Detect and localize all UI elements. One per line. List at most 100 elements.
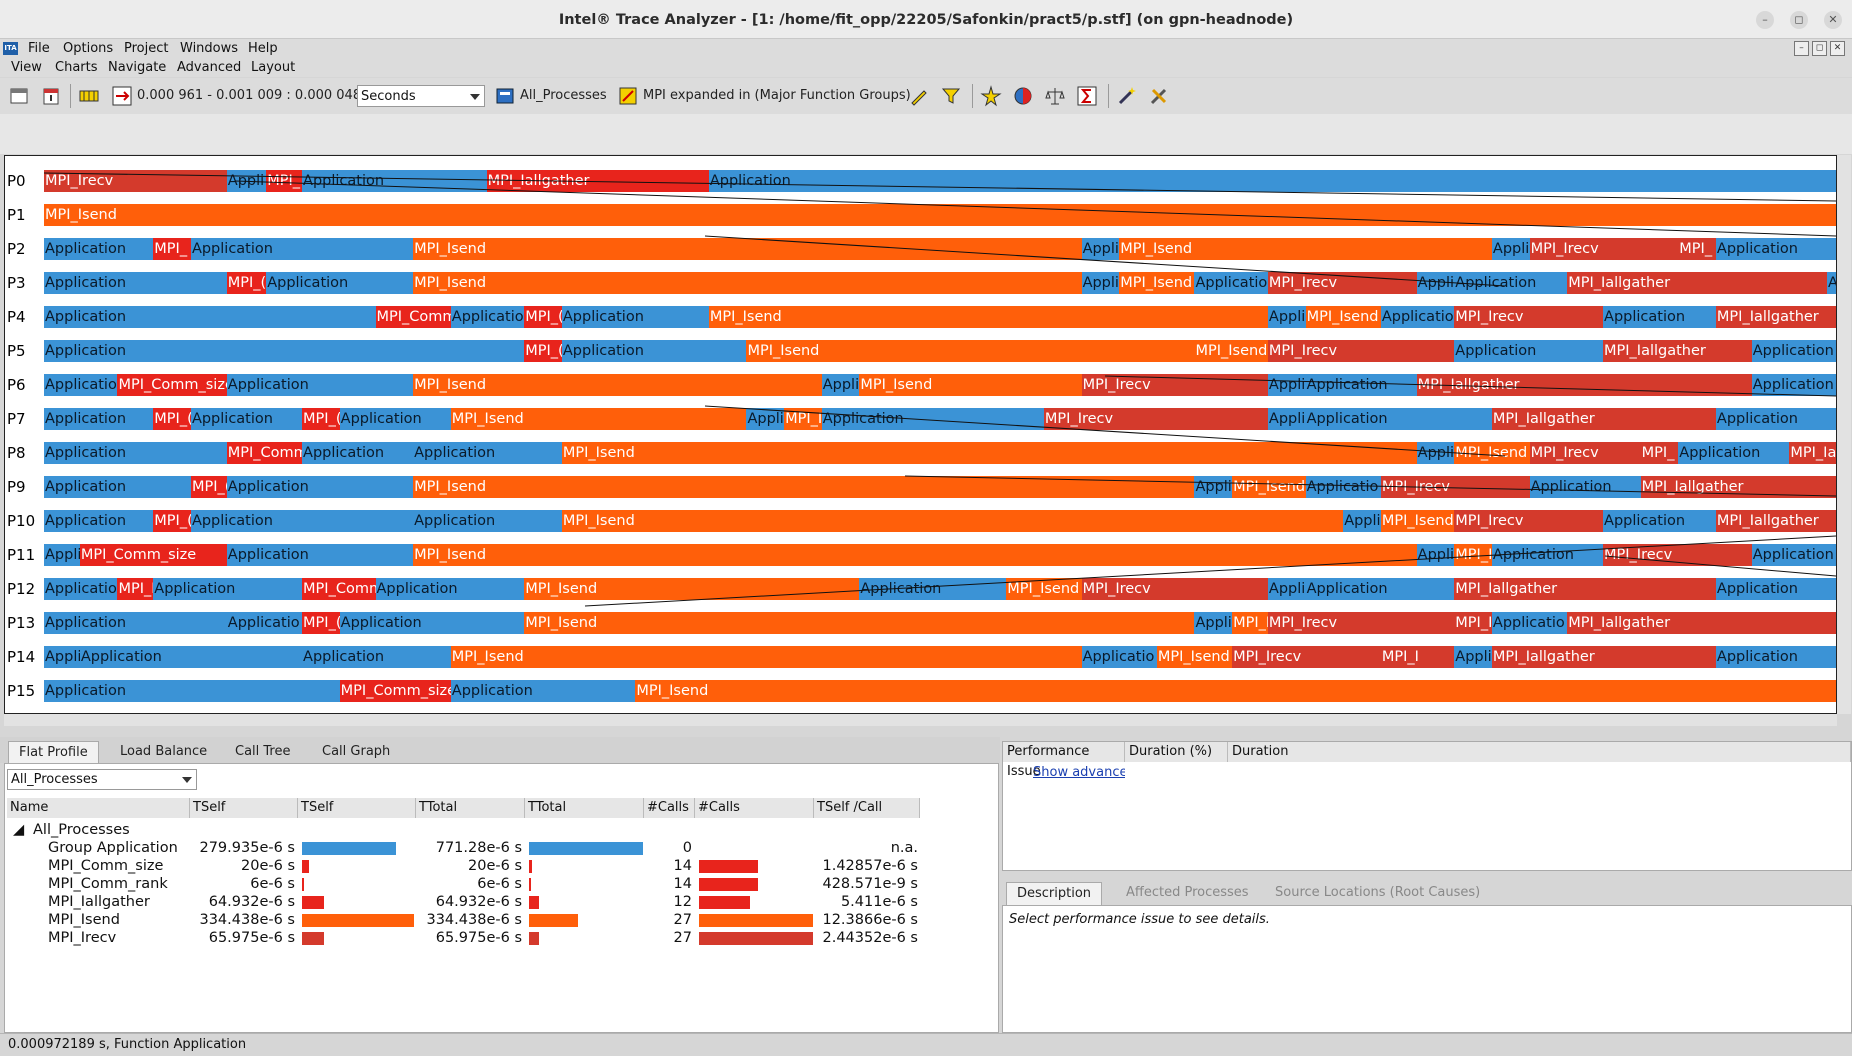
process-label[interactable]: P11 bbox=[7, 546, 36, 564]
col-calls[interactable]: #Calls bbox=[644, 798, 695, 818]
view-icon[interactable] bbox=[8, 85, 30, 107]
timeline-segment[interactable]: MPI_Isend bbox=[561, 510, 1344, 532]
timeline-segment[interactable]: MPI_Comm_size bbox=[117, 374, 227, 396]
timeline-segment[interactable]: Applicatio bbox=[1491, 612, 1568, 634]
timeline-segment[interactable]: MPI_Isend bbox=[1119, 238, 1492, 260]
timeline-segment[interactable]: Applicatio bbox=[1081, 646, 1157, 668]
tab-call-graph[interactable]: Call Graph bbox=[322, 744, 391, 759]
timeline-segment[interactable]: Appli bbox=[1194, 476, 1233, 498]
timeline-segment[interactable]: MPI_Isend bbox=[413, 272, 1082, 294]
close-icon[interactable]: ✕ bbox=[1824, 11, 1842, 29]
process-label[interactable]: P10 bbox=[7, 512, 36, 530]
wand-icon[interactable] bbox=[1116, 85, 1138, 107]
timeline-segment[interactable]: MPI_Iallgather bbox=[1454, 578, 1716, 600]
timeline-segment[interactable]: Appli bbox=[746, 408, 785, 430]
tree-expand-icon[interactable]: ◢ bbox=[13, 822, 25, 838]
timeline-segment[interactable]: MPI_( bbox=[226, 272, 267, 294]
timeline-segment[interactable]: Application bbox=[1751, 340, 1836, 362]
vertical-scrollbar[interactable] bbox=[1837, 155, 1851, 714]
timeline-segment[interactable]: Appli bbox=[1267, 306, 1306, 328]
horizontal-scrollbar[interactable] bbox=[4, 714, 1837, 726]
timeline-segment[interactable]: MPI_( bbox=[302, 408, 340, 430]
timeline-segment[interactable]: Application bbox=[1491, 544, 1604, 566]
col-tself[interactable]: TSelf bbox=[190, 798, 298, 818]
timeline-segment[interactable]: MPI_I bbox=[117, 578, 154, 600]
process-label[interactable]: P5 bbox=[7, 342, 26, 360]
sum-icon[interactable] bbox=[1076, 85, 1098, 107]
process-select[interactable]: All_Processes bbox=[7, 769, 197, 790]
menu-charts[interactable]: Charts bbox=[55, 60, 98, 75]
col-duration[interactable]: Duration bbox=[1228, 742, 1851, 762]
timeline-segment[interactable]: MPI_Irecv bbox=[1454, 306, 1604, 328]
process-label[interactable]: P0 bbox=[7, 172, 26, 190]
process-label[interactable]: P9 bbox=[7, 478, 26, 496]
scale-icon[interactable] bbox=[1044, 85, 1066, 107]
tab-affected-processes[interactable]: Affected Processes bbox=[1126, 885, 1249, 900]
timeline-segment[interactable]: Application bbox=[339, 408, 451, 430]
timeline-segment[interactable]: MPI_Irecv bbox=[1232, 646, 1381, 668]
highlight-icon[interactable] bbox=[908, 85, 930, 107]
timeline-segment[interactable]: Application bbox=[302, 442, 414, 464]
timeline-segment[interactable]: Application bbox=[1305, 578, 1455, 600]
timeline-segment[interactable]: Application bbox=[708, 170, 1836, 192]
timeline-segment[interactable]: Application bbox=[190, 238, 414, 260]
timeline-segment[interactable]: Application bbox=[44, 408, 154, 430]
process-label[interactable]: P8 bbox=[7, 444, 26, 462]
timeline-segment[interactable]: MPI_Isend bbox=[413, 238, 1082, 260]
timeline-segment[interactable]: MPI_Isend bbox=[1454, 442, 1530, 464]
timeline-segment[interactable]: Applicatio bbox=[1454, 646, 1492, 668]
timeline-segment[interactable]: Application bbox=[375, 578, 525, 600]
timeline-segment[interactable]: MPI_Isend bbox=[413, 544, 1417, 566]
process-label[interactable]: P3 bbox=[7, 274, 26, 292]
timeline-segment[interactable]: Application bbox=[1454, 340, 1604, 362]
timeline-segment[interactable]: MPI_I bbox=[1380, 646, 1455, 668]
timeline-segment[interactable]: Application bbox=[1678, 442, 1790, 464]
function-group-label[interactable]: MPI expanded in (Major Function Groups) bbox=[643, 88, 911, 103]
timeline-segment[interactable]: Application bbox=[413, 510, 562, 532]
timeline-segment[interactable]: MPI_Isend bbox=[450, 646, 1082, 668]
timeline-segment[interactable]: MPI_Isend bbox=[1232, 612, 1268, 634]
timeline-segment[interactable]: Application bbox=[1194, 272, 1268, 294]
mdi-minimize-icon[interactable]: – bbox=[1794, 41, 1809, 56]
timeline-segment[interactable]: Applicatio bbox=[1305, 476, 1381, 498]
timeline-segment[interactable]: MPI_Comm_size bbox=[79, 544, 227, 566]
filter-icon[interactable] bbox=[940, 85, 962, 107]
menu-file[interactable]: File bbox=[28, 41, 50, 56]
timeline-segment[interactable]: MPI_( bbox=[153, 408, 191, 430]
menu-advanced[interactable]: Advanced bbox=[177, 60, 242, 75]
timeline-segment[interactable]: Application bbox=[1751, 374, 1836, 396]
timeline-segment[interactable]: Application bbox=[226, 544, 414, 566]
timeline-segment[interactable]: Applicatio bbox=[450, 306, 525, 328]
timeline-segment[interactable]: MPI_Isend bbox=[1194, 340, 1268, 362]
process-label[interactable]: P1 bbox=[7, 206, 26, 224]
tab-load-balance[interactable]: Load Balance bbox=[120, 744, 208, 759]
app-icon[interactable]: ITA bbox=[3, 42, 18, 55]
timeline-segment[interactable]: Application bbox=[859, 578, 1007, 600]
timeline-segment[interactable]: MPI_Isend bbox=[524, 612, 1195, 634]
timeline-segment[interactable]: MPI_( bbox=[302, 612, 340, 634]
col-calls-bar[interactable]: #Calls bbox=[695, 798, 814, 818]
timeline-segment[interactable]: Application bbox=[1305, 374, 1417, 396]
timeline-segment[interactable]: Appli bbox=[821, 374, 860, 396]
timeline-segment[interactable]: Application bbox=[190, 510, 414, 532]
timeline-segment[interactable]: Appli bbox=[1416, 544, 1455, 566]
col-name[interactable]: Name bbox=[7, 798, 190, 818]
mdi-restore-icon[interactable]: ◻ bbox=[1812, 41, 1827, 56]
timeline-segment[interactable]: Application bbox=[226, 374, 414, 396]
timeline-segment[interactable]: Application bbox=[1715, 646, 1836, 668]
timeline-segment[interactable]: MPI_Irecv bbox=[1529, 238, 1679, 260]
timeline-segment[interactable]: MPI_Isend bbox=[561, 442, 1417, 464]
col-tself-bar[interactable]: TSelf bbox=[298, 798, 416, 818]
tab-call-tree[interactable]: Call Tree bbox=[235, 744, 291, 759]
time-ruler[interactable] bbox=[0, 114, 1852, 154]
process-label[interactable]: P13 bbox=[7, 614, 36, 632]
timeline-segment[interactable]: MPI_Irecv bbox=[1267, 612, 1455, 634]
timeline-segment[interactable]: Appli bbox=[44, 646, 80, 668]
col-tself-per-call[interactable]: TSelf /Call bbox=[814, 798, 920, 818]
timeline-segment[interactable]: Application bbox=[266, 272, 414, 294]
timeline-segment[interactable]: MPI_Comm_size bbox=[339, 680, 451, 702]
timeline-segment[interactable]: Application bbox=[44, 238, 154, 260]
timeline-segment[interactable]: Application bbox=[302, 646, 451, 668]
timeline-segment[interactable]: MPI_Iallgather bbox=[1715, 510, 1836, 532]
timeline-segment[interactable]: MPI_Comm bbox=[375, 306, 451, 328]
